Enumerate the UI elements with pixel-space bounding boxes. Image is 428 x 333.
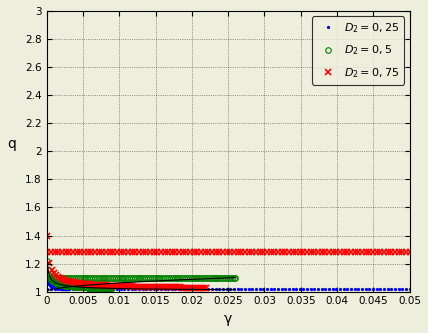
$D_2 = 0,5$ bbox=[86, 286, 92, 290]
$D_2 = 0,25$ bbox=[58, 286, 63, 290]
$D_2 = 0,5$ bbox=[89, 286, 94, 290]
$D_2 = 0,5$ bbox=[110, 286, 115, 290]
$D_2 = 0,25$ bbox=[59, 287, 65, 291]
$D_2 = 0,75$ bbox=[204, 286, 209, 290]
$D_2 = 0,75$ bbox=[186, 286, 191, 290]
$D_2 = 0,25$ bbox=[64, 287, 69, 291]
Line: $D_2 = 0,75$: $D_2 = 0,75$ bbox=[45, 233, 209, 291]
$D_2 = 0,75$ bbox=[115, 284, 120, 288]
$D_2 = 0,25$ bbox=[59, 286, 64, 290]
X-axis label: γ: γ bbox=[224, 312, 232, 326]
$D_2 = 0,75$ bbox=[142, 285, 147, 289]
$D_2 = 0,75$ bbox=[148, 285, 153, 289]
Y-axis label: q: q bbox=[7, 137, 16, 151]
$D_2 = 0,75$ bbox=[140, 285, 145, 289]
$D_2 = 0,75$ bbox=[45, 233, 50, 237]
$D_2 = 0,75$ bbox=[154, 285, 159, 289]
$D_2 = 0,25$ bbox=[54, 286, 59, 290]
$D_2 = 0,25$ bbox=[66, 287, 71, 291]
Line: $D_2 = 0,5$: $D_2 = 0,5$ bbox=[45, 258, 115, 291]
$D_2 = 0,25$ bbox=[57, 286, 62, 290]
$D_2 = 0,5$ bbox=[74, 285, 79, 289]
$D_2 = 0,25$ bbox=[45, 276, 50, 280]
Line: $D_2 = 0,25$: $D_2 = 0,25$ bbox=[45, 275, 71, 291]
Legend: $D_2 = 0,25$, $D_2 = 0,5$, $D_2 = 0,75$: $D_2 = 0,25$, $D_2 = 0,5$, $D_2 = 0,75$ bbox=[312, 17, 404, 85]
$D_2 = 0,5$ bbox=[84, 285, 89, 289]
$D_2 = 0,5$ bbox=[45, 259, 50, 263]
$D_2 = 0,5$ bbox=[102, 286, 107, 290]
$D_2 = 0,5$ bbox=[83, 285, 89, 289]
